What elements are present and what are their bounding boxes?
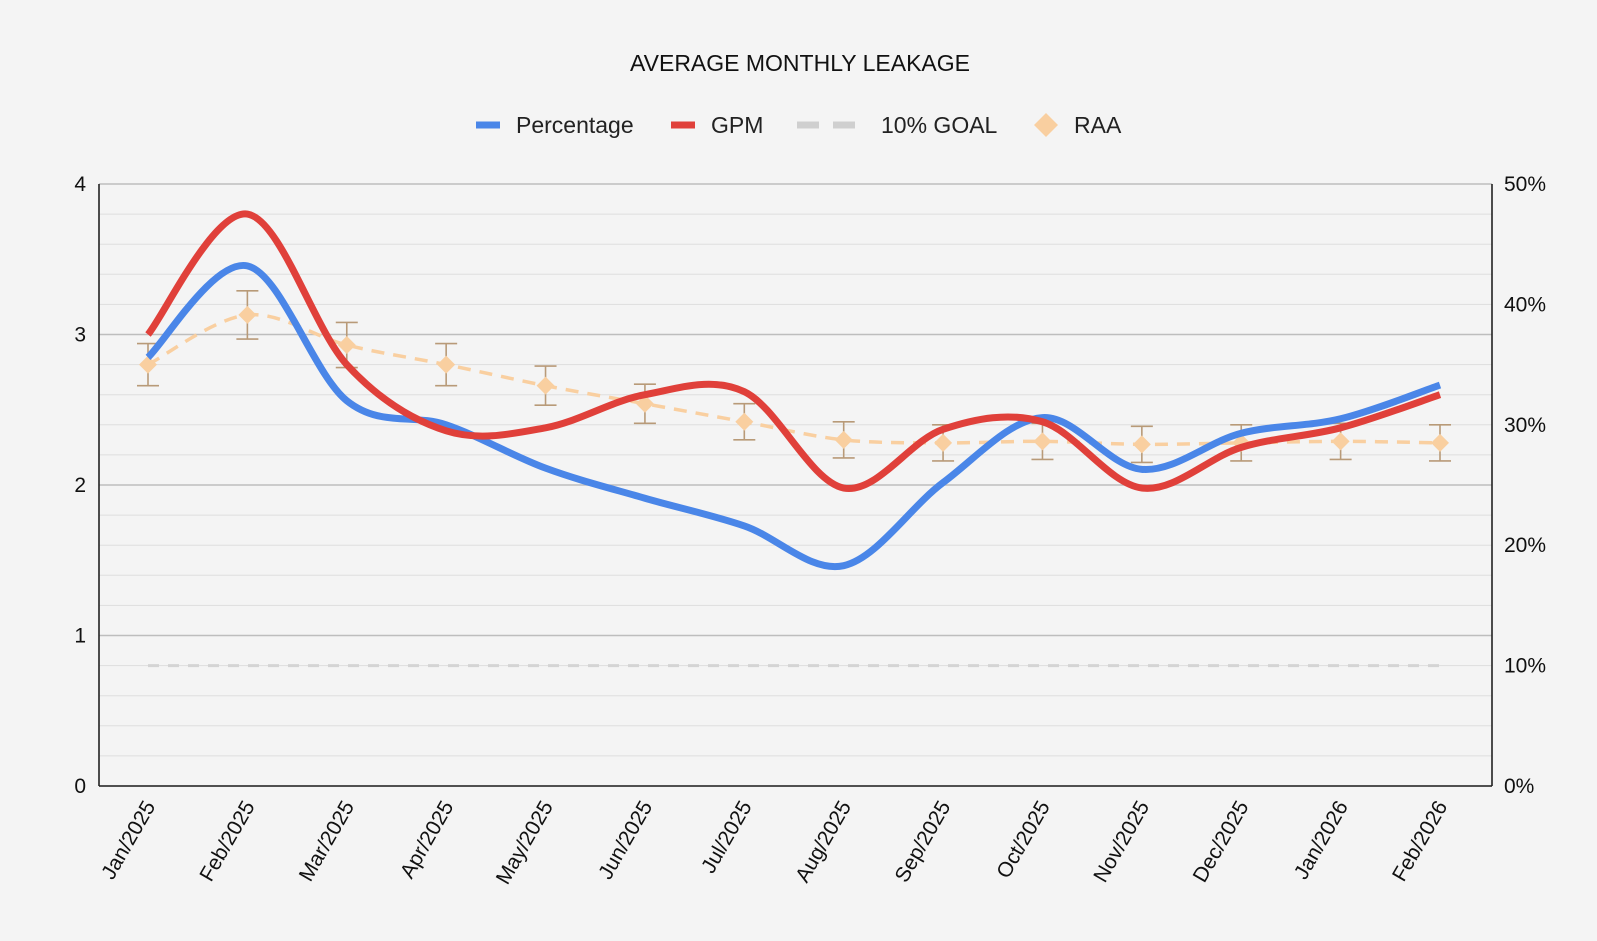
legend-item: GPM — [671, 112, 763, 138]
left-tick-label: 4 — [74, 173, 86, 196]
left-tick-label: 0 — [74, 775, 86, 798]
series-gpm — [145, 210, 1442, 492]
raa-point — [1033, 432, 1052, 451]
legend-item: Percentage — [476, 112, 634, 138]
left-axis-ticks: 0 1 2 3 4 — [74, 173, 86, 798]
gridlines — [99, 183, 1492, 787]
legend: Percentage GPM 10% GOAL RAA — [476, 112, 1122, 138]
legend-item: RAA — [1034, 112, 1122, 138]
left-tick-label: 1 — [74, 625, 86, 648]
right-tick-label: 20% — [1504, 534, 1546, 557]
raa-line — [147, 312, 1441, 447]
raa-point — [735, 412, 754, 431]
series-percentage — [145, 262, 1442, 571]
right-tick-label: 50% — [1504, 173, 1546, 196]
series-raa — [137, 290, 1451, 464]
raa-point — [1132, 435, 1151, 454]
raa-point — [1431, 433, 1449, 452]
raa-point — [536, 376, 555, 395]
chart-title: AVERAGE MONTHLY LEAKAGE — [630, 50, 970, 76]
percentage-line — [145, 262, 1442, 571]
legend-item: 10% GOAL — [797, 112, 998, 138]
legend-label: GPM — [711, 112, 763, 138]
raa-point — [437, 355, 456, 374]
legend-label: RAA — [1074, 112, 1122, 138]
left-tick-label: 3 — [74, 324, 86, 347]
raa-point — [1331, 432, 1350, 451]
gpm-line — [145, 210, 1442, 492]
raa-point — [238, 305, 257, 324]
right-tick-label: 40% — [1504, 293, 1546, 316]
legend-label: Percentage — [516, 112, 634, 138]
raa-point — [139, 355, 157, 374]
right-axis-ticks: 0% 10% 20% 30% 40% 50% — [1504, 173, 1546, 798]
axes — [98, 184, 1493, 787]
raa-point — [934, 433, 953, 452]
raa-point — [834, 430, 853, 449]
left-tick-label: 2 — [74, 474, 86, 497]
legend-label: 10% GOAL — [881, 112, 998, 138]
raa-point — [337, 336, 356, 355]
right-tick-label: 0% — [1504, 775, 1534, 798]
legend-swatch — [1034, 113, 1058, 137]
right-tick-label: 10% — [1504, 655, 1546, 678]
right-tick-label: 30% — [1504, 414, 1546, 437]
